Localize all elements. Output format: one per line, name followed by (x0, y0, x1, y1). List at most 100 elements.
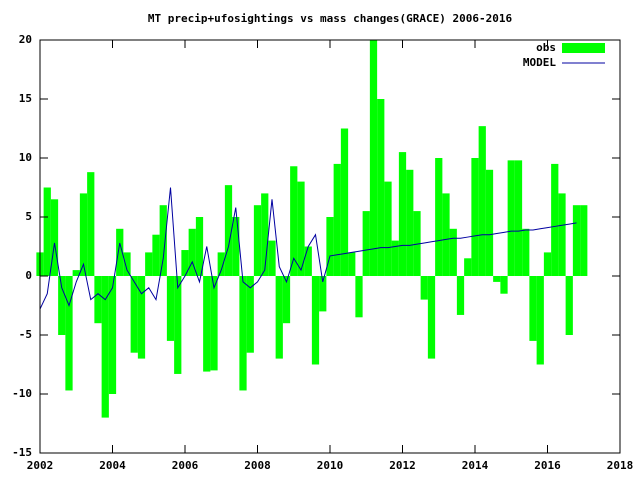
obs-box (471, 158, 479, 276)
obs-box (232, 217, 240, 276)
obs-box (203, 276, 211, 372)
obs-box (485, 169, 494, 276)
obs-box (514, 160, 523, 276)
obs-box (507, 160, 515, 276)
y-tick-label: -5 (19, 328, 32, 341)
x-tick-label: 2012 (389, 459, 416, 472)
obs-box (137, 276, 146, 359)
model-line (39, 187, 577, 310)
obs-box (333, 163, 341, 276)
obs-box (268, 240, 276, 276)
obs-box (152, 234, 160, 276)
x-tick-label: 2008 (244, 459, 271, 472)
obs-box (130, 276, 138, 353)
obs-box (50, 199, 59, 276)
obs-box (362, 211, 370, 276)
obs-box (377, 99, 385, 276)
obs-box (43, 187, 51, 276)
obs-box (413, 211, 421, 276)
obs-box (217, 252, 225, 276)
obs-box (282, 276, 291, 324)
obs-box (391, 240, 399, 276)
obs-box (551, 163, 559, 276)
y-tick-label: 20 (19, 33, 32, 46)
obs-box (580, 205, 588, 276)
obs-box (94, 276, 102, 324)
legend-swatch (562, 43, 605, 53)
y-tick-label: 5 (25, 210, 32, 223)
obs-box (123, 252, 131, 276)
obs-box (58, 276, 66, 335)
obs-box (290, 166, 298, 276)
obs-box (210, 276, 218, 371)
chart-title: MT precip+ufosightings vs mass changes(G… (148, 12, 513, 25)
obs-box (188, 228, 196, 276)
y-tick-label: -15 (12, 446, 32, 459)
obs-box (79, 193, 88, 276)
obs-box (108, 276, 117, 394)
obs-box (398, 152, 407, 276)
obs-box (166, 276, 175, 341)
obs-box (195, 217, 204, 276)
obs-box (239, 276, 247, 391)
obs-box (159, 205, 167, 276)
obs-box (253, 205, 262, 276)
x-tick-label: 2006 (172, 459, 199, 472)
x-tick-label: 2018 (607, 459, 634, 472)
obs-box (348, 252, 356, 276)
obs-box (536, 276, 544, 365)
obs-box (572, 205, 581, 276)
obs-box (275, 276, 283, 359)
obs-box (529, 276, 537, 341)
x-tick-label: 2004 (99, 459, 126, 472)
obs-box (101, 276, 109, 418)
y-tick-label: 15 (19, 92, 32, 105)
obs-box (319, 276, 327, 312)
obs-box (326, 217, 334, 276)
obs-box (464, 258, 472, 276)
obs-box (304, 246, 312, 276)
y-tick-label: 0 (25, 269, 32, 282)
y-tick-label: 10 (19, 151, 32, 164)
obs-box (261, 193, 269, 276)
obs-box (145, 252, 153, 276)
plot-area (36, 40, 588, 418)
obs-box (297, 181, 305, 276)
x-tick-label: 2010 (317, 459, 344, 472)
obs-box (369, 40, 378, 276)
legend: obs MODEL (523, 41, 605, 69)
x-tick-label: 2014 (462, 459, 489, 472)
legend-label: obs (536, 41, 556, 54)
obs-box (340, 128, 349, 276)
obs-box (442, 193, 450, 276)
obs-box (543, 252, 552, 276)
x-tick-label: 2002 (27, 459, 54, 472)
x-tick-label: 2016 (534, 459, 561, 472)
obs-box (420, 276, 428, 300)
obs-box (174, 276, 182, 374)
obs-box (181, 250, 189, 276)
obs-box (246, 276, 254, 353)
obs-box (522, 228, 530, 276)
obs-box (311, 276, 320, 365)
obs-box (65, 276, 73, 391)
obs-box (384, 181, 392, 276)
obs-box (72, 270, 80, 276)
obs-box (449, 228, 457, 276)
obs-box (87, 172, 95, 276)
obs-box (558, 193, 566, 276)
obs-box (493, 276, 501, 282)
obs-box (565, 276, 573, 335)
obs-box (500, 276, 508, 294)
y-tick-label: -10 (12, 387, 32, 400)
obs-box (478, 126, 486, 276)
obs-box (224, 185, 233, 276)
obs-box (427, 276, 436, 359)
obs-box (435, 158, 443, 276)
obs-box (355, 276, 363, 318)
obs-box (456, 276, 465, 315)
obs-box (116, 228, 124, 276)
legend-label: MODEL (523, 56, 556, 69)
